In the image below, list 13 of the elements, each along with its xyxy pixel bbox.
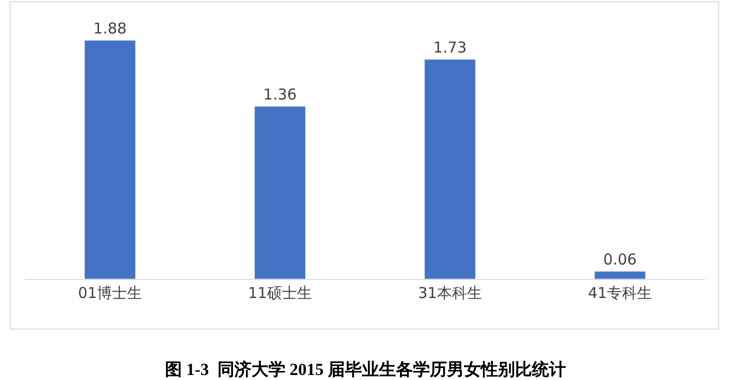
data-label: 1.88 xyxy=(93,19,127,38)
x-tick-label: 31本科生 xyxy=(418,284,482,302)
bar xyxy=(254,106,306,279)
x-tick-label: 41专科生 xyxy=(588,284,652,302)
data-label: 0.06 xyxy=(603,250,637,268)
x-tick-label: 01博士生 xyxy=(78,284,142,302)
data-label: 1.73 xyxy=(433,38,467,56)
x-tick-label: 11硕士生 xyxy=(248,284,312,302)
data-label: 1.36 xyxy=(263,85,297,104)
bar xyxy=(84,40,136,279)
bar xyxy=(594,271,646,279)
bar xyxy=(424,59,476,279)
text: 图 1-3 同济大学 2015 届毕业生各学历男女性别比统计 xyxy=(165,360,566,379)
